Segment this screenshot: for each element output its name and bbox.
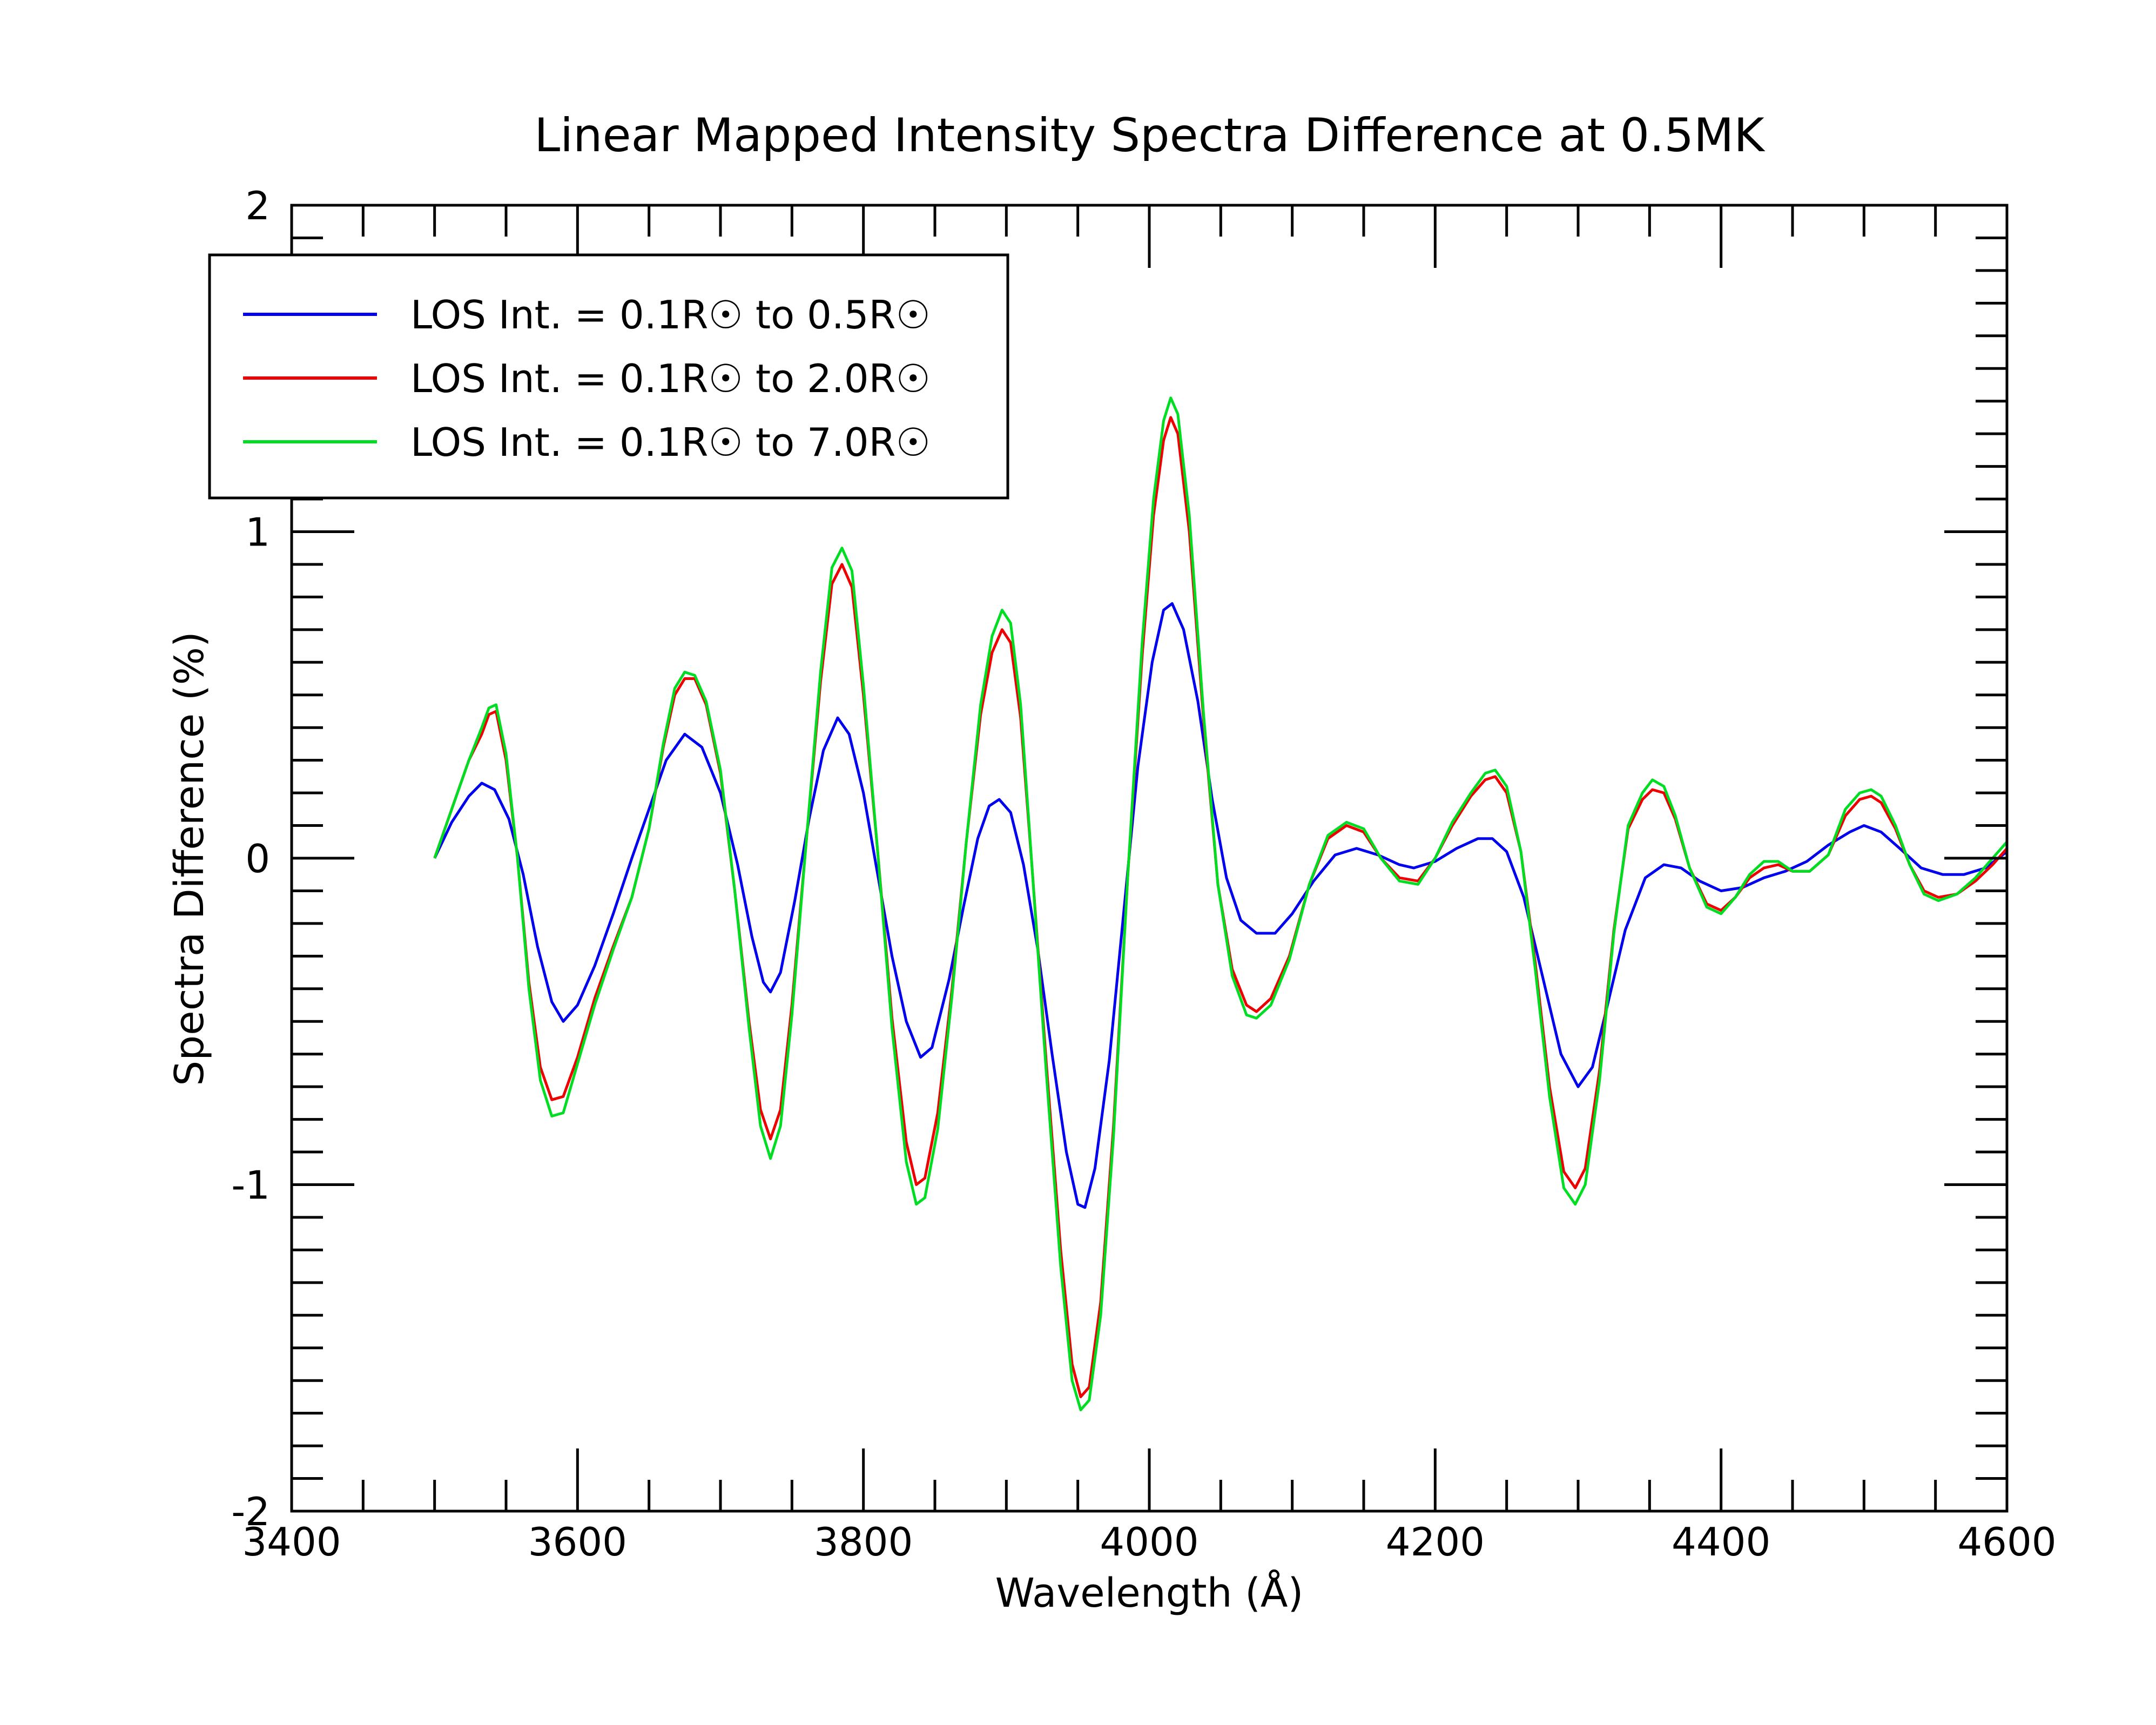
x-tick-label: 3400 [242, 1519, 341, 1565]
legend-label-2: LOS Int. = 0.1R☉ to 7.0R☉ [410, 420, 931, 465]
y-tick-label: 2 [245, 183, 270, 228]
y-tick-label: 0 [245, 836, 270, 881]
series-group [433, 396, 2008, 1412]
y-tick-label: 1 [245, 510, 270, 555]
y-tick-label: -2 [231, 1489, 270, 1534]
x-tick-label: 3800 [814, 1519, 913, 1565]
x-tick-label: 3600 [528, 1519, 627, 1565]
x-tick-label: 4000 [1100, 1519, 1198, 1565]
legend-label-1: LOS Int. = 0.1R☉ to 2.0R☉ [410, 356, 931, 401]
plot-frame [290, 204, 2009, 1513]
legend-label-0: LOS Int. = 0.1R☉ to 0.5R☉ [410, 292, 931, 338]
series-line-0 [433, 602, 2008, 1209]
x-tick-label: 4400 [1672, 1519, 1770, 1565]
x-tick-label: 4200 [1386, 1519, 1485, 1565]
series-line-2 [433, 396, 2008, 1412]
y-axis-label: Spectra Difference (%) [166, 631, 213, 1086]
x-axis-label: Wavelength (Å) [995, 1569, 1304, 1616]
chart-title: Linear Mapped Intensity Spectra Differen… [534, 109, 1766, 163]
legend: LOS Int. = 0.1R☉ to 0.5R☉ LOS Int. = 0.1… [208, 253, 1009, 500]
x-tick-label: 4600 [1957, 1519, 2056, 1565]
ticks-group: 3400 3600 3800 4000 4200 4400 4600 2 1 0 -1 -2 [231, 183, 2056, 1565]
legend-box [208, 253, 1009, 500]
series-line-1 [433, 416, 2008, 1398]
y-tick-label: -1 [231, 1163, 270, 1208]
